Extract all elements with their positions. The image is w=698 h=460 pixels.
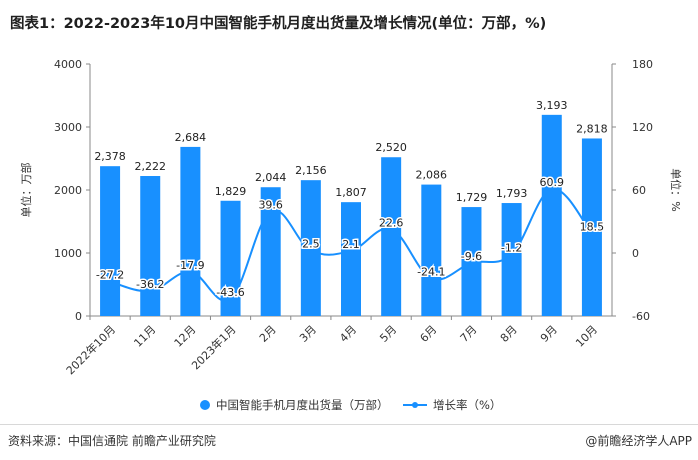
bar (220, 200, 241, 316)
growth-rate-point (589, 230, 595, 237)
x-tick-label: 12月 (172, 323, 199, 350)
growth-rate-label: -36.2 (136, 278, 164, 291)
source-note: 资料来源：中国信通院 前瞻产业研究院 (8, 434, 216, 448)
brand-note: @前瞻经济学人APP (585, 434, 692, 448)
x-tick-label: 3月 (297, 323, 319, 345)
bar (341, 202, 361, 316)
growth-rate-label: -17.9 (176, 259, 204, 272)
bar-value-label: 2,044 (255, 171, 287, 184)
bar (260, 187, 281, 316)
x-tick-label: 7月 (458, 323, 480, 345)
bar-value-label: 1,793 (496, 187, 528, 200)
bar-value-label: 2,086 (416, 169, 448, 182)
footer-divider (0, 424, 698, 425)
bar-value-label: 1,729 (456, 191, 488, 204)
bar-value-label: 2,520 (375, 141, 407, 154)
right-tick-label: 180 (632, 58, 653, 71)
growth-rate-label: 60.9 (540, 176, 565, 189)
bar (381, 157, 402, 316)
right-tick-label: -60 (632, 310, 650, 323)
growth-rate-point (348, 248, 354, 254)
bar (180, 146, 201, 316)
bar (140, 176, 161, 316)
growth-rate-label: 39.6 (258, 198, 283, 211)
growth-rate-label: -43.6 (216, 286, 244, 299)
growth-rate-label: 18.5 (580, 221, 605, 234)
left-tick-label: 2000 (54, 184, 82, 197)
growth-rate-point (227, 296, 234, 302)
right-tick-label: 0 (632, 247, 639, 260)
bar-value-label: 2,378 (94, 150, 126, 163)
growth-rate-point (388, 226, 394, 232)
bar-value-label: 1,807 (335, 186, 367, 199)
growth-rate-point (428, 275, 434, 281)
growth-rate-point (308, 247, 314, 253)
x-tick-label: 9月 (538, 323, 560, 345)
legend-line-marker (412, 402, 418, 408)
left-axis-title: 单位：万部 (19, 163, 33, 218)
growth-rate-label: 22.6 (379, 216, 404, 229)
legend-bar-label: 中国智能手机月度出货量（万部） (216, 398, 389, 412)
growth-rate-label: 2.5 (302, 237, 320, 250)
left-tick-label: 4000 (54, 58, 82, 71)
left-tick-label: 0 (75, 310, 82, 323)
legend-line-label: 增长率（%） (433, 398, 501, 412)
growth-rate-label: -9.6 (461, 250, 482, 263)
bar-value-label: 2,818 (576, 122, 608, 135)
legend-bar-swatch (200, 400, 210, 410)
bar-value-label: 2,156 (295, 164, 327, 177)
growth-rate-point (268, 208, 274, 215)
x-tick-label: 5月 (377, 323, 399, 345)
x-tick-label: 2月 (257, 323, 279, 345)
bar-value-label: 1,829 (215, 185, 247, 198)
left-tick-label: 3000 (54, 121, 82, 134)
bar (421, 184, 442, 316)
growth-rate-point (147, 288, 153, 294)
bar-value-label: 2,222 (134, 160, 166, 173)
bar (581, 138, 602, 316)
chart-title: 图表1：2022-2023年10月中国智能手机月度出货量及增长情况(单位：万部，… (10, 16, 547, 32)
x-tick-label: 6月 (418, 323, 440, 345)
bar (541, 114, 562, 316)
x-tick-label: 2022年10月 (63, 322, 118, 377)
right-tick-label: 60 (632, 184, 646, 197)
bar-value-label: 2,684 (175, 131, 207, 144)
growth-rate-point (187, 269, 193, 275)
bar-value-label: 3,193 (536, 99, 568, 112)
bar (100, 166, 121, 316)
growth-rate-label: 2.1 (342, 238, 360, 251)
growth-rate-point (107, 278, 113, 285)
growth-rate-label: -24.1 (417, 265, 445, 278)
right-axis-title: 单位：% (669, 168, 683, 211)
growth-rate-point (468, 260, 475, 266)
x-tick-label: 4月 (337, 323, 359, 345)
growth-rate-point (549, 186, 555, 192)
bar (501, 203, 522, 316)
growth-rate-point (509, 251, 515, 257)
x-tick-label: 11月 (131, 323, 158, 350)
x-tick-label: 10月 (573, 323, 600, 350)
growth-rate-label: -1.2 (501, 241, 522, 254)
x-tick-label: 8月 (498, 323, 520, 345)
right-tick-label: 120 (632, 121, 653, 134)
growth-rate-label: -27.2 (96, 269, 124, 282)
left-tick-label: 1000 (54, 247, 82, 260)
